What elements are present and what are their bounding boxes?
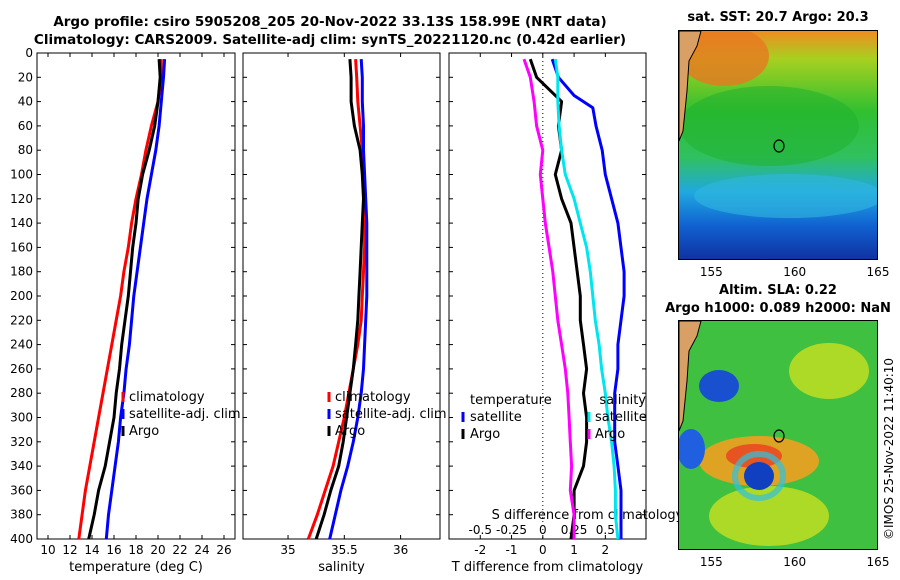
sdiff-tick-label: -0.25 xyxy=(496,523,527,537)
difference-xtick-label: 0 xyxy=(539,543,547,557)
sla-coastline xyxy=(679,321,702,432)
difference-series-salinity-argo xyxy=(522,58,576,539)
temperature-xtick-label: 10 xyxy=(40,543,55,557)
legend-temperature-label: satellite xyxy=(470,410,522,425)
temperature-xtick-label: 22 xyxy=(172,543,187,557)
sla-yellow-patch-1 xyxy=(789,343,869,399)
temperature-xtick-label: 26 xyxy=(216,543,231,557)
sla-map-title-1: Altim. SLA: 0.22 xyxy=(719,283,837,298)
depth-tick-label: 20 xyxy=(18,70,33,84)
depth-tick-label: 220 xyxy=(10,313,33,327)
sla-blue-eddy-3 xyxy=(679,429,705,469)
legend-salinity-header: salinity xyxy=(599,393,646,408)
legend-temperature-header: temperature xyxy=(470,393,552,408)
salinity-xtick-label: 35 xyxy=(280,543,295,557)
depth-tick-label: 160 xyxy=(10,240,33,254)
sla-map-xtick-label: 165 xyxy=(867,555,890,569)
temperature-series-argo xyxy=(87,59,162,540)
sla-yellow-patch-2 xyxy=(709,486,829,546)
difference-xlabel: T difference from climatology xyxy=(451,560,644,575)
difference-series-temperature-satellite xyxy=(550,58,626,539)
depth-tick-label: 180 xyxy=(10,265,33,279)
depth-tick-label: 380 xyxy=(10,508,33,522)
temperature-xtick-label: 18 xyxy=(128,543,143,557)
temperature-xlabel: temperature (deg C) xyxy=(69,560,203,575)
temperature-xtick-label: 24 xyxy=(194,543,209,557)
salinity-xlabel: salinity xyxy=(318,560,365,575)
temperature-legend-label: satellite-adj. clim xyxy=(129,407,241,422)
difference-xtick-label: 2 xyxy=(602,543,610,557)
sst-argo-marker xyxy=(773,139,785,153)
sst-cyan-patch xyxy=(694,174,877,218)
salinity-legend-label: Argo xyxy=(335,424,365,439)
depth-tick-label: 100 xyxy=(10,168,33,182)
depth-tick-label: 120 xyxy=(10,192,33,206)
temperature-series-satellite-adj-clim xyxy=(104,59,167,540)
depth-tick-label: 260 xyxy=(10,362,33,376)
sst-map-svg xyxy=(679,31,877,259)
salinity-series-argo xyxy=(314,59,365,540)
sst-map-title: sat. SST: 20.7 Argo: 20.3 xyxy=(687,10,869,25)
depth-tick-label: 0 xyxy=(25,46,33,60)
depth-tick-label: 280 xyxy=(10,386,33,400)
sla-map-image xyxy=(678,320,878,550)
sdiff-tick-label: -0.5 xyxy=(469,523,492,537)
salinity-series-satellite-adj-clim xyxy=(328,59,369,540)
depth-tick-label: 140 xyxy=(10,216,33,230)
sdiff-axis-label: S difference from climatology xyxy=(492,508,684,523)
temperature-xtick-label: 14 xyxy=(84,543,99,557)
sla-cyan-ring xyxy=(732,451,786,501)
temperature-axes-frame xyxy=(36,52,236,540)
sst-map-xtick-label: 155 xyxy=(700,265,723,279)
depth-tick-label: 320 xyxy=(10,435,33,449)
sst-map-xtick-label: 165 xyxy=(867,265,890,279)
salinity-xtick-label: 36 xyxy=(393,543,408,557)
sla-argo-marker xyxy=(773,429,785,443)
depth-tick-label: 40 xyxy=(18,95,33,109)
sdiff-tick-label: 0 xyxy=(539,523,547,537)
legend-salinity-label: Argo xyxy=(595,427,625,442)
sla-map-xtick-label: 160 xyxy=(783,555,806,569)
sla-map-svg xyxy=(679,321,877,549)
depth-tick-label: 300 xyxy=(10,411,33,425)
depth-tick-label: 240 xyxy=(10,338,33,352)
legend-temperature-label: Argo xyxy=(470,427,500,442)
legend-salinity-label: satellite xyxy=(595,410,647,425)
temperature-legend-label: climatology xyxy=(129,390,205,405)
depth-tick-label: 340 xyxy=(10,459,33,473)
temperature-xtick-label: 20 xyxy=(150,543,165,557)
difference-xtick-label: -2 xyxy=(474,543,486,557)
depth-tick-label: 400 xyxy=(10,532,33,546)
temperature-xtick-label: 16 xyxy=(106,543,121,557)
title-line-1: Argo profile: csiro 5905208_205 20-Nov-2… xyxy=(53,14,607,30)
depth-tick-label: 360 xyxy=(10,483,33,497)
sdiff-tick-label: 0.5 xyxy=(596,523,615,537)
depth-tick-label: 200 xyxy=(10,289,33,303)
sla-blue-eddy-2 xyxy=(744,462,774,490)
salinity-legend-label: satellite-adj. clim xyxy=(335,407,447,422)
salinity-axes-frame xyxy=(242,52,441,540)
salinity-series-climatology xyxy=(306,59,367,540)
temperature-legend-label: Argo xyxy=(129,424,159,439)
sst-green-patch xyxy=(679,86,859,166)
difference-xtick-label: 1 xyxy=(570,543,578,557)
sst-map-xtick-label: 160 xyxy=(783,265,806,279)
salinity-legend-label: climatology xyxy=(335,390,411,405)
copyright-label: ©IMOS 25-Nov-2022 11:40:10 xyxy=(882,357,896,540)
depth-tick-label: 80 xyxy=(18,143,33,157)
sla-blue-eddy-1 xyxy=(699,370,739,402)
depth-tick-label: 60 xyxy=(18,119,33,133)
temperature-xtick-label: 12 xyxy=(62,543,77,557)
sst-coastline xyxy=(679,31,702,142)
title-line-2: Climatology: CARS2009. Satellite-adj cli… xyxy=(33,32,627,48)
sla-map-title-2: Argo h1000: 0.089 h2000: NaN xyxy=(665,301,891,316)
difference-xtick-label: -1 xyxy=(506,543,518,557)
temperature-series-climatology xyxy=(77,59,163,540)
salinity-xtick-label: 35.5 xyxy=(331,543,358,557)
difference-series-salinity-satellite xyxy=(553,58,620,540)
sla-map-xtick-label: 155 xyxy=(700,555,723,569)
sst-warm-patch xyxy=(679,31,769,86)
sst-map-image xyxy=(678,30,878,260)
